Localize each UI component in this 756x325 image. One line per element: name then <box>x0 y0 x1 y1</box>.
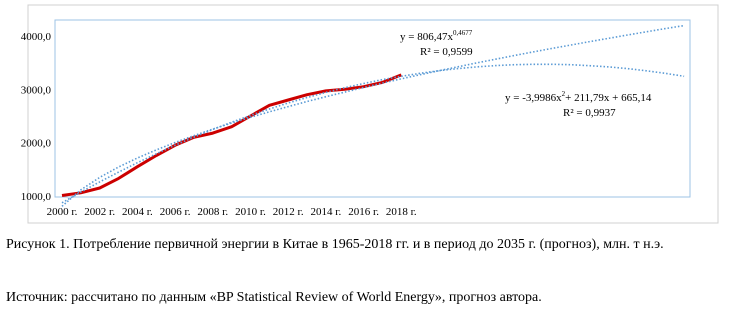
data-line <box>61 73 402 197</box>
annotation-text: + 211,79x + 665,14 <box>565 92 652 104</box>
x-tick-label: 2014 г. <box>311 206 342 218</box>
chart-frame <box>27 4 719 224</box>
x-tick-label: 2006 г. <box>160 206 191 218</box>
annotation: y = 806,47x0,4677 <box>400 29 473 43</box>
plot-frame <box>54 19 691 198</box>
x-tick-label: 2004 г. <box>122 206 153 218</box>
x-tick-label: 2010 г. <box>235 206 266 218</box>
annotation: y = -3,9986x2+ 211,79x + 665,14 <box>505 90 652 104</box>
trend-line <box>61 24 685 207</box>
annotation: R² = 0,9599 <box>420 46 473 58</box>
x-tick-label: 2002 г. <box>84 206 115 218</box>
chart: y = 806,47x0,4677 R² = 0,9599 y = -3,998… <box>21 4 719 224</box>
trend-line <box>61 63 685 204</box>
annotation-text: y = -3,9986x <box>505 92 562 104</box>
x-tick-label: 2012 г. <box>273 206 304 218</box>
y-tick-label: 2000,0 <box>21 138 52 150</box>
x-tick-label: 2000 г. <box>47 206 78 218</box>
annotation-sup: 0,4677 <box>453 29 473 37</box>
caption: Рисунок 1. Потребление первичной энергии… <box>6 237 664 252</box>
annotation: R² = 0,9937 <box>563 107 616 119</box>
y-tick-label: 4000,0 <box>21 31 52 43</box>
annotation-sup: 2 <box>562 90 566 98</box>
annotation-text: y = 806,47x <box>400 31 453 43</box>
source: Источник: рассчитано по данным «BP Stati… <box>6 290 542 305</box>
x-tick-label: 2008 г. <box>197 206 228 218</box>
x-tick-label: 2016 г. <box>348 206 379 218</box>
y-tick-label: 1000,0 <box>21 191 52 203</box>
x-tick-label: 2018 г. <box>386 206 417 218</box>
y-tick-label: 3000,0 <box>21 84 52 96</box>
